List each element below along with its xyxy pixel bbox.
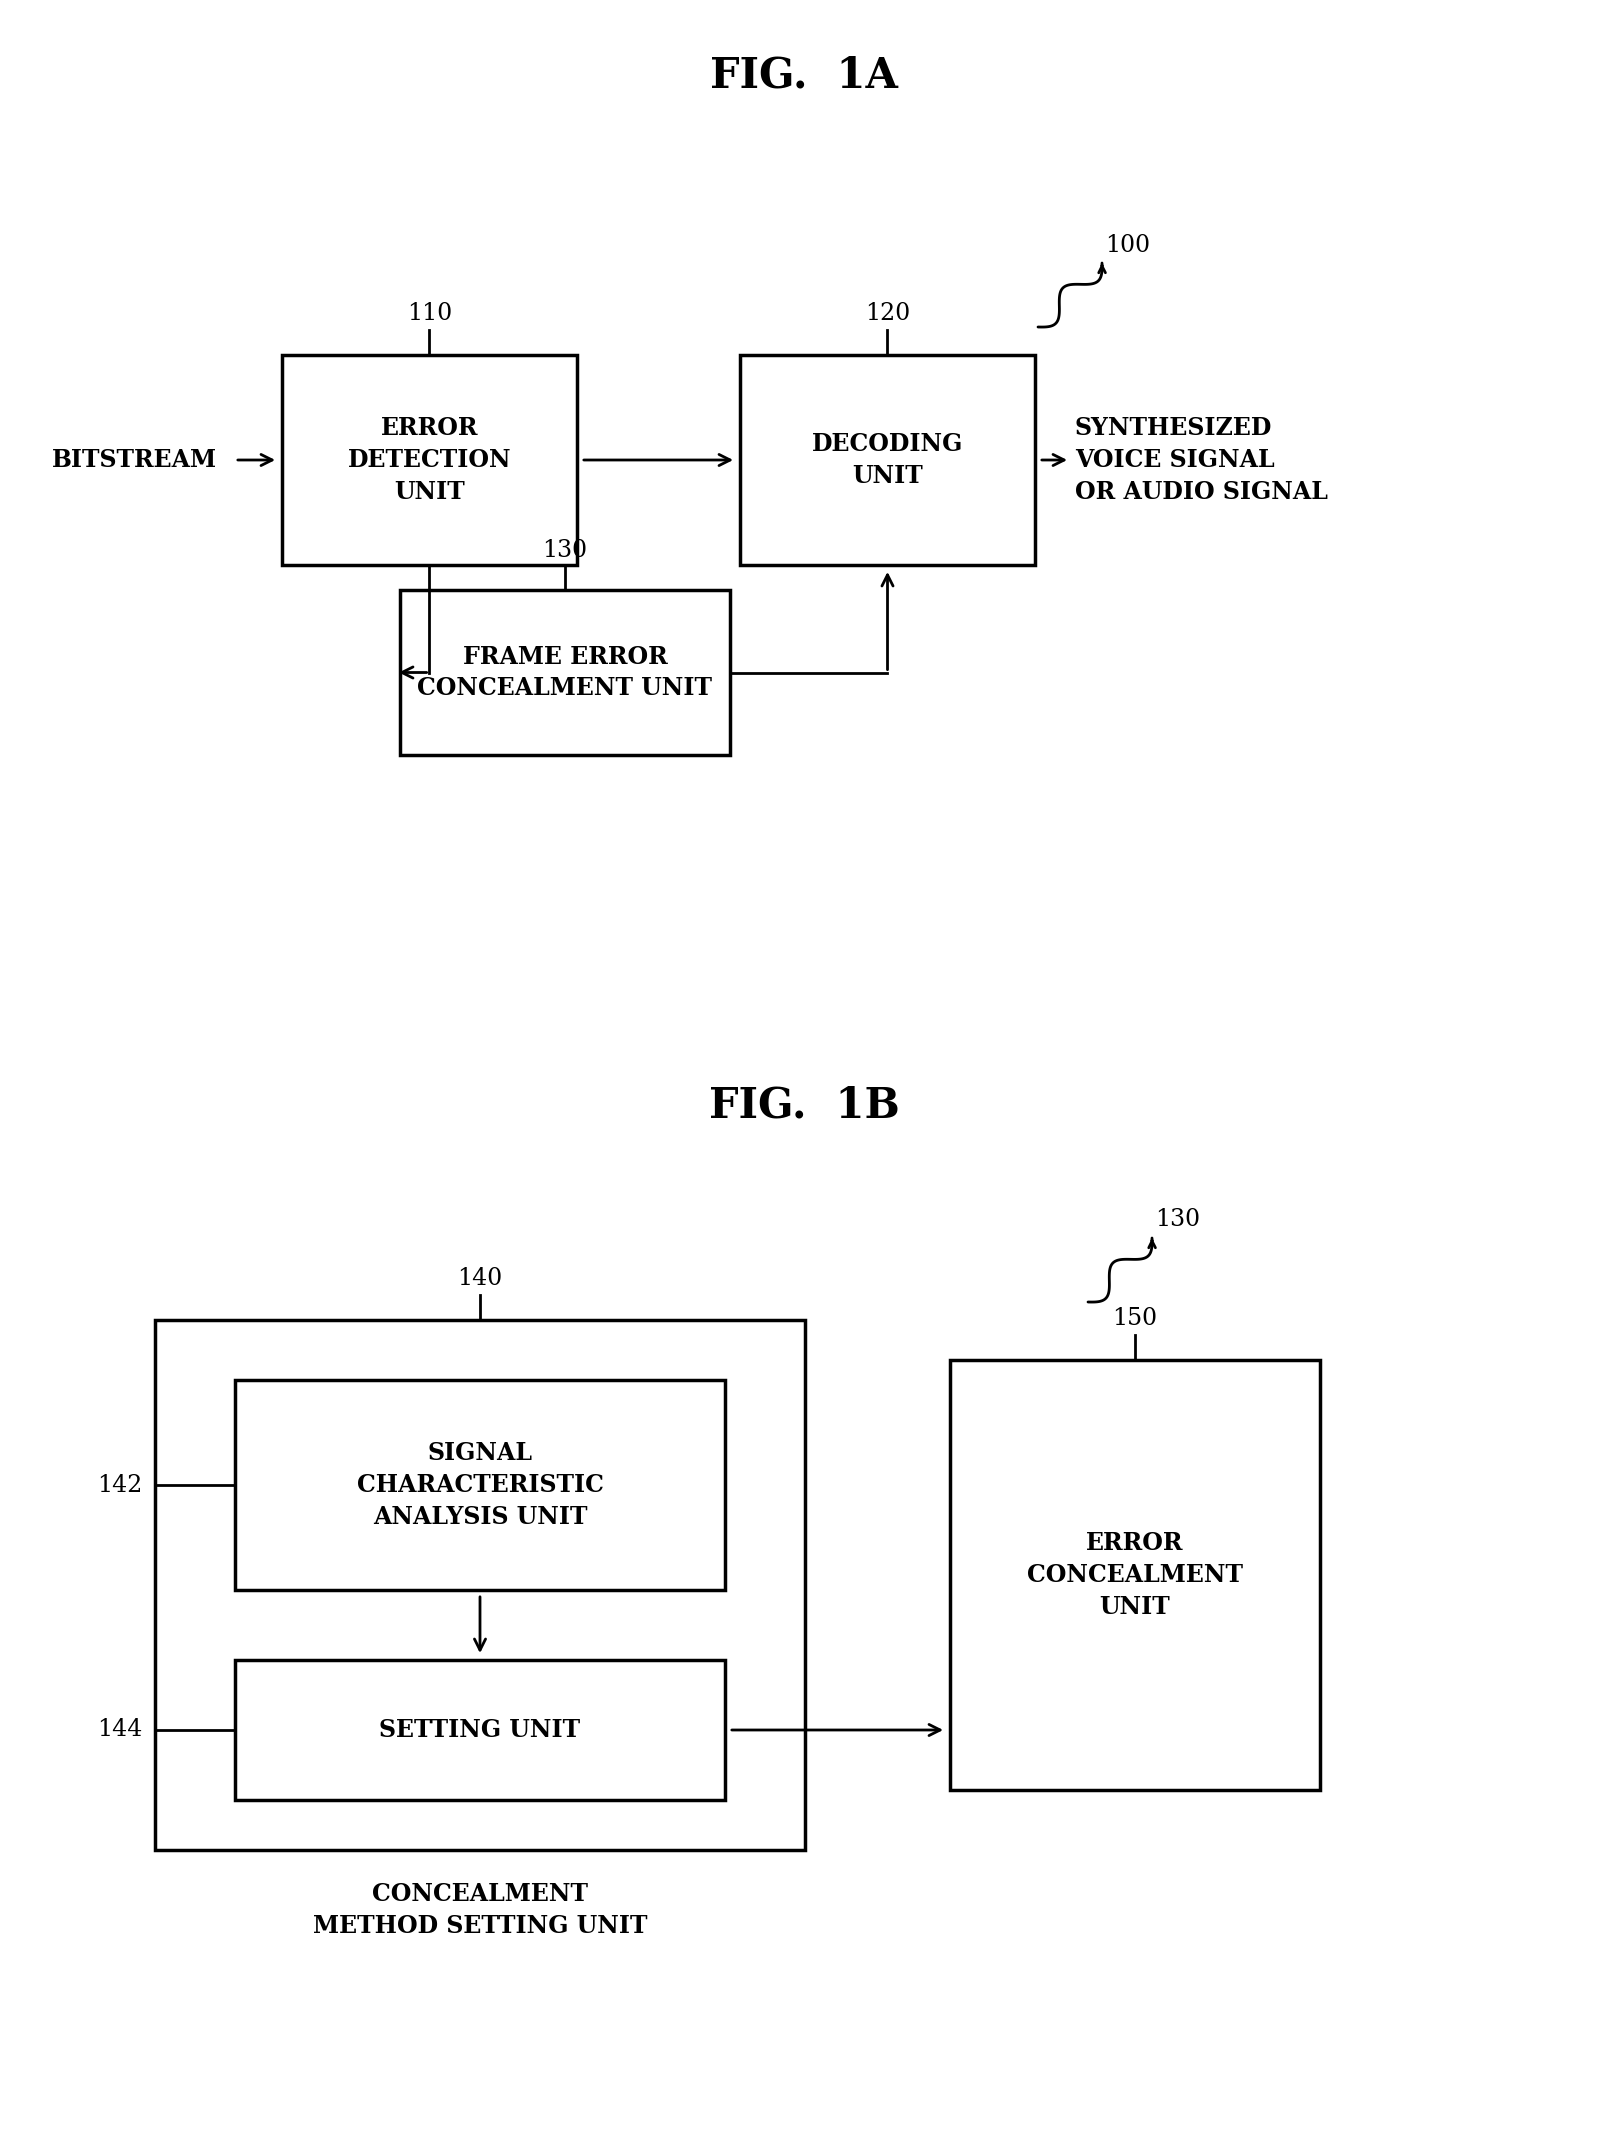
Text: 100: 100 [1104,234,1149,256]
Text: CONCEALMENT
METHOD SETTING UNIT: CONCEALMENT METHOD SETTING UNIT [312,1882,648,1937]
Text: SETTING UNIT: SETTING UNIT [379,1718,580,1741]
Text: 150: 150 [1112,1306,1157,1330]
Text: ERROR
CONCEALMENT
UNIT: ERROR CONCEALMENT UNIT [1027,1532,1242,1620]
Text: 130: 130 [542,539,587,563]
Text: DECODING
UNIT: DECODING UNIT [812,433,963,488]
Text: 140: 140 [456,1268,503,1289]
Bar [739,356,1035,565]
Text: 144: 144 [98,1718,143,1741]
Bar [281,356,577,565]
Bar [950,1360,1319,1790]
Bar [400,590,730,754]
Text: ERROR
DETECTION
UNIT: ERROR DETECTION UNIT [347,416,511,503]
Bar [154,1319,805,1850]
Text: SYNTHESIZED
VOICE SIGNAL
OR AUDIO SIGNAL: SYNTHESIZED VOICE SIGNAL OR AUDIO SIGNAL [1075,416,1327,503]
Text: 110: 110 [407,303,452,326]
Bar [235,1660,725,1801]
Text: FRAME ERROR
CONCEALMENT UNIT: FRAME ERROR CONCEALMENT UNIT [418,646,712,701]
Bar [235,1381,725,1590]
Text: SIGNAL
CHARACTERISTIC
ANALYSIS UNIT: SIGNAL CHARACTERISTIC ANALYSIS UNIT [357,1441,603,1528]
Text: 142: 142 [98,1473,143,1496]
Text: 130: 130 [1154,1208,1199,1232]
Text: FIG.  1B: FIG. 1B [709,1085,898,1125]
Text: FIG.  1A: FIG. 1A [710,53,897,96]
Text: BITSTREAM: BITSTREAM [53,448,217,471]
Text: 120: 120 [865,303,910,326]
